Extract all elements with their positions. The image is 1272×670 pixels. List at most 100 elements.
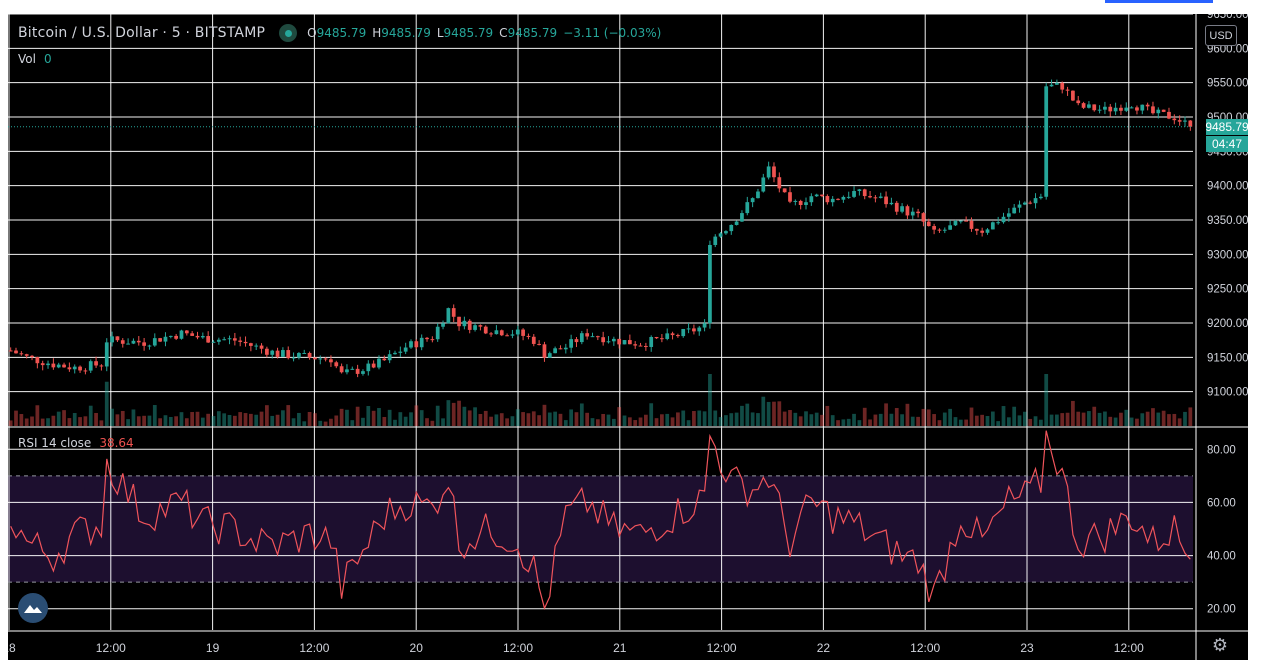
candle-body [868,196,872,198]
volume-bar [761,396,766,426]
currency-button[interactable]: USD [1205,25,1237,46]
candle-body [473,325,477,330]
volume-bar [894,408,899,426]
volume-bar [110,408,114,426]
volume-bar [1049,414,1054,426]
volume-bar [692,411,696,426]
candle-body [499,330,504,336]
volume-bar [836,420,840,426]
volume-bar [729,413,734,426]
y-tick-label: 9600.00 [1207,43,1248,55]
volume-bar [718,417,723,426]
volume-legend: Vol 0 [18,52,52,66]
volume-bar [51,415,56,426]
open-value: 9485.79 [316,26,367,40]
candle-body [953,220,958,226]
candle-body [649,336,654,347]
volume-bar [313,413,317,426]
volume-bar [932,414,936,426]
volume-bar [1071,400,1075,426]
tradingview-logo-icon[interactable] [18,593,48,623]
gear-icon[interactable]: ⚙ [1211,635,1229,656]
candle-body [569,339,574,348]
volume-bar [1113,417,1118,426]
candle-body [72,366,77,370]
rsi-band [8,475,1193,583]
candle-body [35,357,40,364]
chart-area[interactable]: 18 12:00 19 12:00 20 12:00 21 12:00 22 12:00 23 12:… [8,14,1248,660]
volume-bar [174,416,179,426]
candle-body [323,358,328,360]
volume-bar [1135,418,1139,426]
candle-body [1028,202,1033,204]
volume-bar [104,381,109,426]
volume-bar [446,400,451,426]
volume-bar [1097,412,1102,426]
volume-bar [142,415,146,426]
volume-bar [131,409,136,426]
candle-body [297,353,301,358]
volume-bar [94,413,98,426]
volume-bar [179,412,184,426]
candle-body [1129,107,1134,109]
volume-bar [499,413,504,426]
volume-bar [996,421,1001,426]
volume-bar [238,412,243,426]
candle-body [1145,104,1150,107]
candle-body [1156,109,1161,114]
y-tick-label: 9650.00 [1207,14,1248,21]
candle-body [622,340,627,345]
candle-body [403,347,408,352]
volume-bar [35,405,40,426]
volume-bar [574,412,579,426]
y-tick-label: 9350.00 [1207,215,1248,227]
candle-body [483,326,488,334]
volume-bar [654,418,659,426]
candle-body [179,330,184,339]
candle-body [83,370,88,372]
candle-body [814,194,819,197]
rsi-tick-label: 80.00 [1207,444,1236,456]
candle-body [505,335,509,337]
candle-body [115,336,120,341]
candle-body [313,357,317,360]
volume-bar [1081,412,1086,426]
y-tick-label: 9100.00 [1207,387,1248,399]
candle-body [478,325,483,327]
volume-bar [222,413,227,426]
candle-body [526,335,531,337]
volume-bar [798,416,803,426]
candle-body [878,196,883,198]
volume-bar [307,411,312,426]
candle-body [158,338,162,342]
candle-body [782,188,787,193]
candle-body [1039,196,1043,199]
candle-body [547,353,552,358]
candle-body [862,189,867,197]
candle-body [227,338,232,340]
volume-bar [916,416,920,426]
candle-body [222,339,227,341]
close-value: 9485.79 [507,26,558,40]
candle-body [206,336,211,343]
volume-bar [1119,412,1123,426]
candle-body [1071,90,1075,101]
volume-bar [958,419,963,426]
candle-body [926,221,931,227]
volume-bar [451,402,456,426]
candle-body [852,191,856,197]
candle-body [676,335,680,337]
top-accent-bar [1105,0,1213,3]
x-tick-label: 20 [410,641,424,655]
volume-bar [1087,411,1091,426]
candle-body [1103,106,1107,110]
candle-body [281,350,285,357]
candle-body [515,329,520,335]
volume-bar [457,400,461,426]
candle-body [825,196,830,203]
candle-body [387,354,392,361]
candle-body [1124,107,1129,111]
chart-canvas[interactable]: 18 12:00 19 12:00 20 12:00 21 12:00 22 12:00 23 12:… [8,14,1248,660]
candle-body [820,194,824,197]
volume-bar [1129,417,1134,426]
